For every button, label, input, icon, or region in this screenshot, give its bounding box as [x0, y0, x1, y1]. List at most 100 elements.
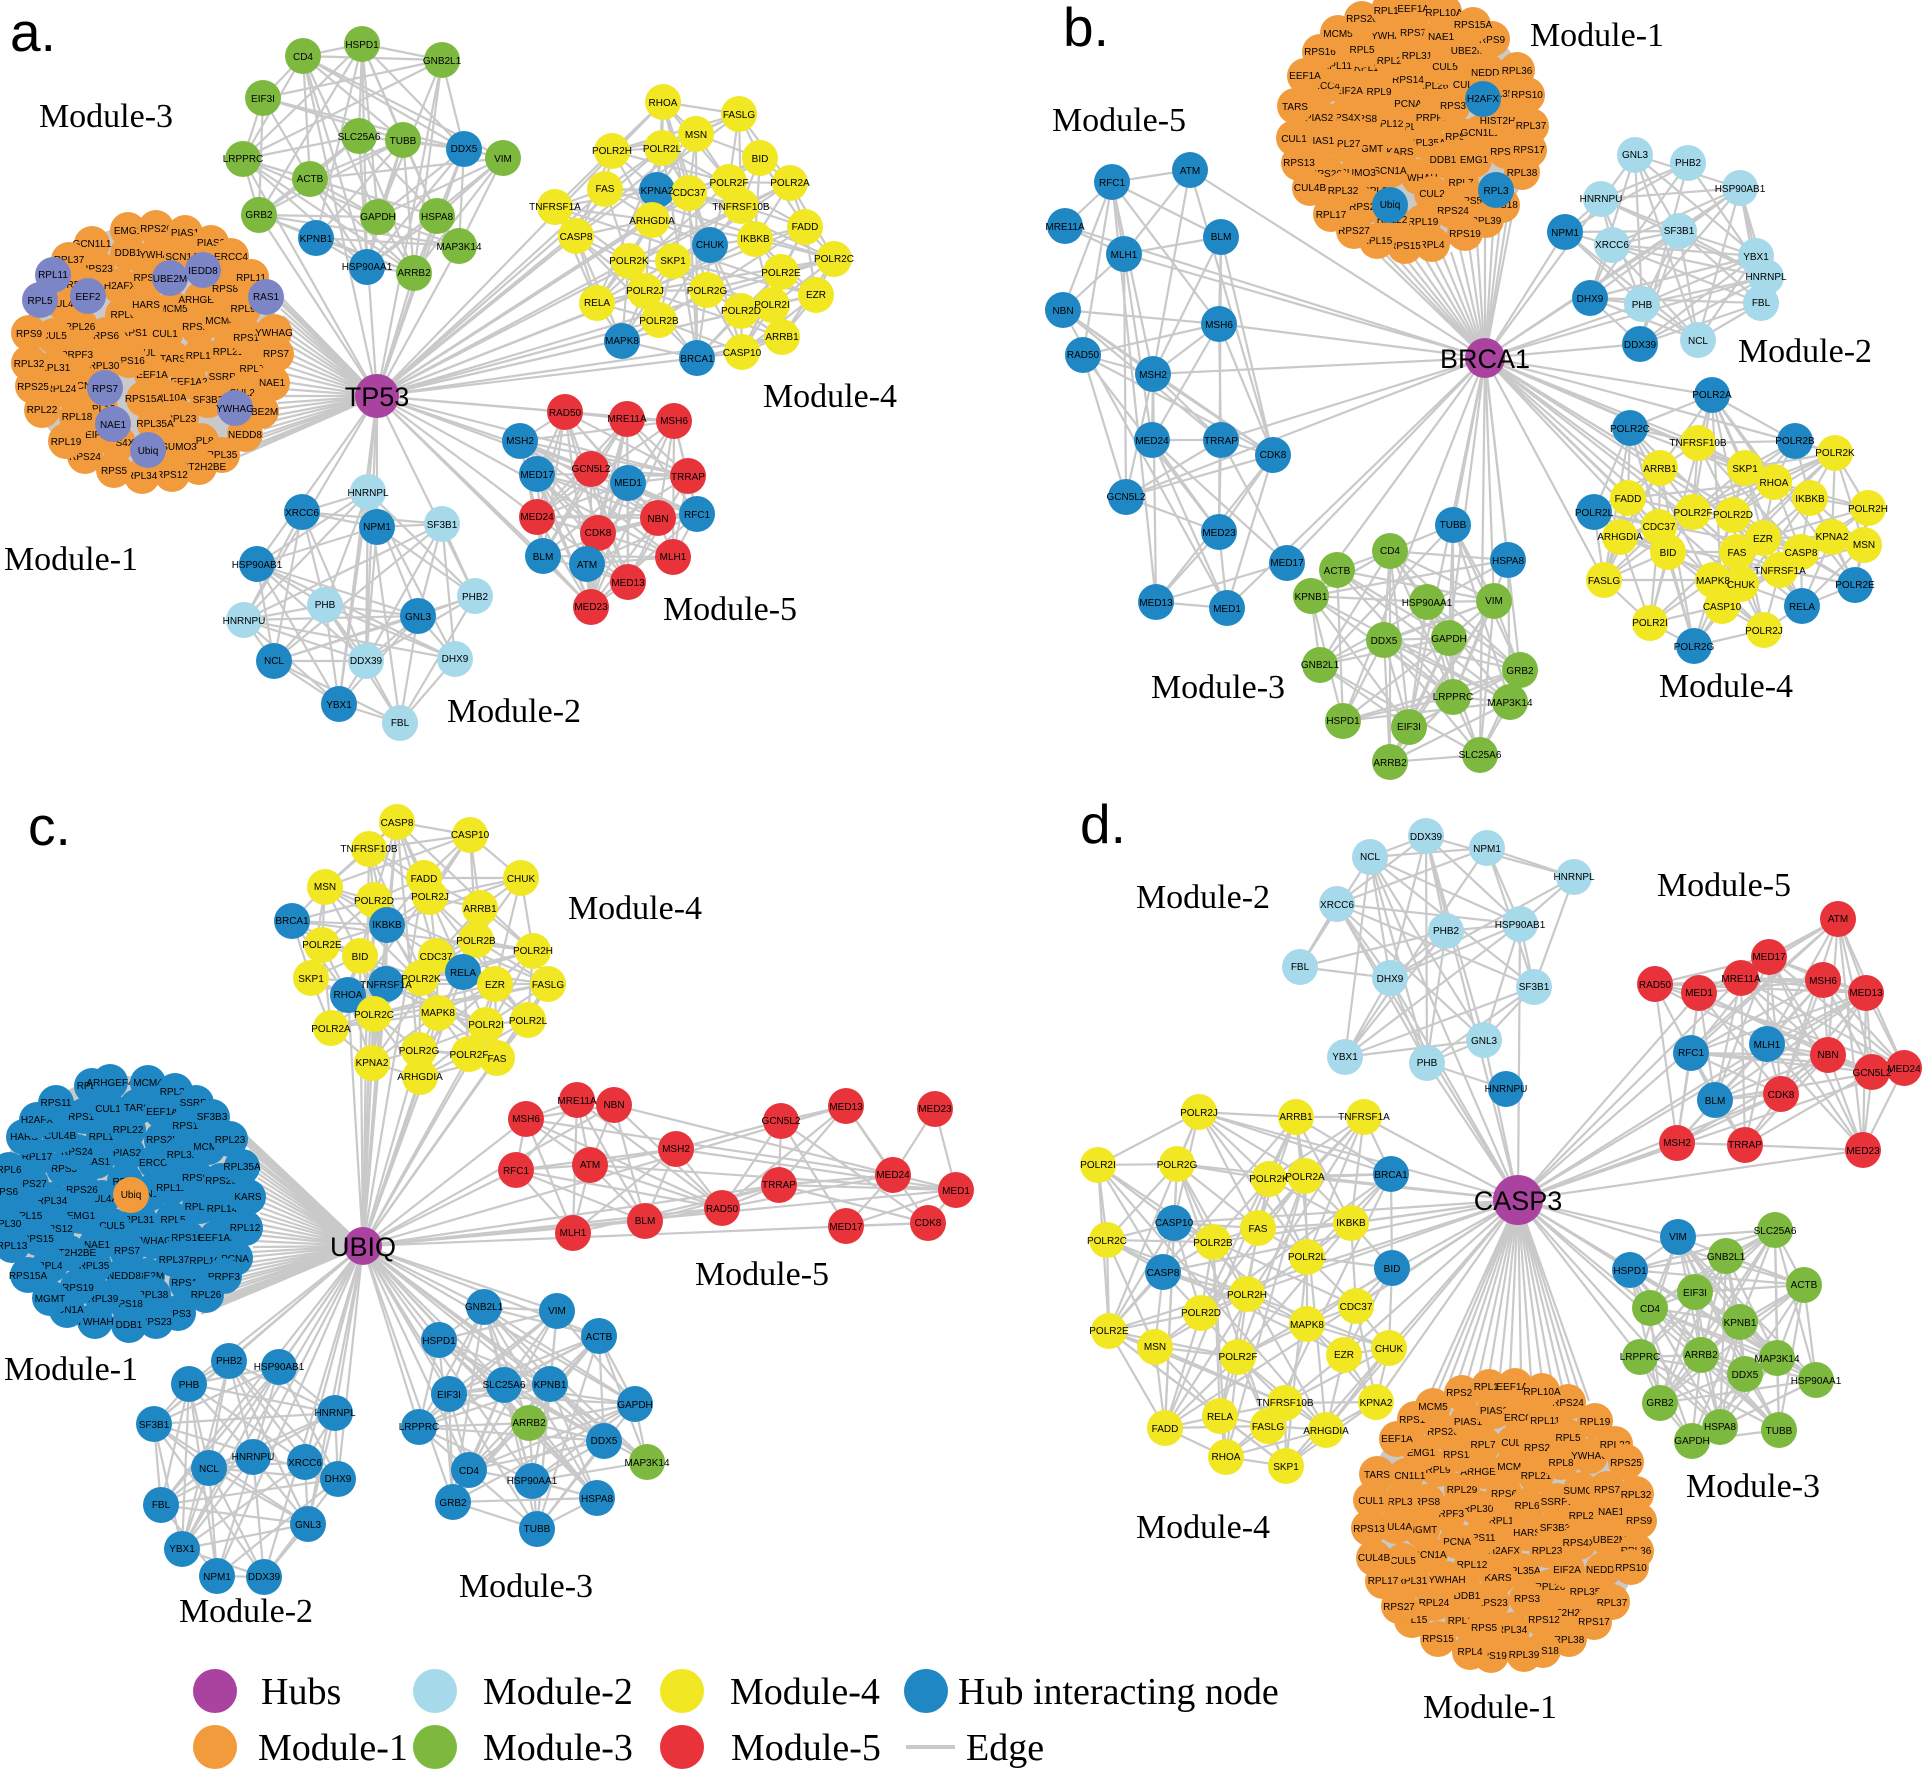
svg-text:MRE11A: MRE11A	[1045, 222, 1085, 233]
svg-text:CUL1: CUL1	[1358, 1496, 1384, 1507]
svg-text:Module-5: Module-5	[663, 591, 797, 628]
svg-text:POLR2A: POLR2A	[1692, 390, 1732, 401]
svg-text:FAS: FAS	[1728, 548, 1747, 559]
svg-text:RPL19: RPL19	[51, 437, 82, 448]
svg-text:RPS19: RPS19	[1449, 229, 1481, 240]
svg-text:POLR2G: POLR2G	[1674, 642, 1715, 653]
svg-text:POLR2B: POLR2B	[639, 316, 679, 327]
svg-text:MED23: MED23	[918, 1104, 952, 1115]
svg-text:POLR2I: POLR2I	[1080, 1160, 1116, 1171]
svg-text:DDX39: DDX39	[1624, 340, 1657, 351]
svg-text:RPL32: RPL32	[1328, 186, 1359, 197]
svg-text:IKBKB: IKBKB	[372, 920, 402, 931]
svg-text:DDX39: DDX39	[248, 1572, 281, 1583]
svg-text:POLR2F: POLR2F	[1219, 1352, 1258, 1363]
svg-text:DDB1: DDB1	[116, 1320, 143, 1331]
svg-text:HNRNPL: HNRNPL	[347, 488, 389, 499]
svg-text:CD4: CD4	[459, 1466, 479, 1477]
svg-text:RPS5: RPS5	[1456, 196, 1483, 207]
svg-text:POLR2I: POLR2I	[754, 300, 790, 311]
svg-text:Module-3: Module-3	[483, 1727, 633, 1769]
svg-text:GAPDH: GAPDH	[617, 1400, 653, 1411]
svg-text:HSPD1: HSPD1	[1613, 1266, 1647, 1277]
svg-text:RPS18: RPS18	[1527, 1646, 1559, 1657]
svg-text:CHUK: CHUK	[507, 874, 536, 885]
svg-text:ACTB: ACTB	[586, 1332, 613, 1343]
svg-text:ARHGDIA: ARHGDIA	[397, 1072, 443, 1083]
svg-text:RPL13: RPL13	[0, 1241, 28, 1252]
svg-text:FADD: FADD	[1615, 494, 1642, 505]
svg-text:MRE11A: MRE11A	[557, 1096, 597, 1107]
svg-text:YWHAG: YWHAG	[1571, 1451, 1609, 1462]
svg-text:POLR2L: POLR2L	[1575, 508, 1614, 519]
svg-text:POLR2H: POLR2H	[1848, 504, 1888, 515]
svg-text:RPL22: RPL22	[113, 1125, 144, 1136]
svg-text:MED13: MED13	[611, 578, 645, 589]
svg-text:CASP3: CASP3	[1474, 1186, 1563, 1216]
svg-text:RPS17: RPS17	[171, 1278, 203, 1289]
svg-text:PIAS1: PIAS1	[1306, 136, 1335, 147]
svg-text:TP53: TP53	[345, 382, 410, 412]
svg-text:HIST2H2BE: HIST2H2BE	[42, 1248, 97, 1259]
svg-text:MED23: MED23	[1846, 1146, 1880, 1157]
svg-text:Module-4: Module-4	[568, 890, 702, 927]
svg-text:RPS20: RPS20	[1346, 14, 1378, 25]
svg-text:ARRB2: ARRB2	[1373, 758, 1407, 769]
svg-text:Module-4: Module-4	[1136, 1509, 1270, 1546]
svg-text:POLR2A: POLR2A	[1285, 1172, 1325, 1183]
svg-text:RPS5: RPS5	[101, 466, 128, 477]
svg-text:ACTB: ACTB	[297, 174, 324, 185]
svg-text:TARS: TARS	[124, 1103, 150, 1114]
svg-text:TUBB: TUBB	[1766, 1426, 1793, 1437]
svg-text:RPL12: RPL12	[230, 1223, 261, 1234]
svg-text:RPS25: RPS25	[146, 1135, 178, 1146]
svg-text:NBN: NBN	[647, 514, 668, 525]
svg-text:CDK8: CDK8	[915, 1218, 942, 1229]
svg-text:NAE1: NAE1	[1598, 1507, 1625, 1518]
svg-text:RPS23: RPS23	[1445, 132, 1477, 143]
svg-text:RPS26: RPS26	[1310, 169, 1342, 180]
svg-text:TNFRSF1A: TNFRSF1A	[360, 980, 412, 991]
svg-text:POLR2I: POLR2I	[468, 1020, 504, 1031]
svg-text:HSP90AA1: HSP90AA1	[342, 262, 393, 273]
svg-text:FBL: FBL	[152, 1500, 171, 1511]
svg-text:CUL5: CUL5	[41, 331, 67, 342]
svg-text:CUL4B: CUL4B	[136, 348, 169, 359]
svg-text:MED23: MED23	[1202, 528, 1236, 539]
svg-text:UBE2M: UBE2M	[130, 1271, 164, 1282]
svg-text:GCN5L2: GCN5L2	[762, 1116, 801, 1127]
svg-text:FASLG: FASLG	[1588, 576, 1620, 587]
svg-text:RPL31: RPL31	[124, 1215, 155, 1226]
svg-text:GRB2: GRB2	[245, 210, 273, 221]
svg-text:RPL11: RPL11	[236, 273, 266, 284]
svg-text:POLR2E: POLR2E	[1835, 580, 1875, 591]
svg-text:RPS27: RPS27	[1338, 226, 1370, 237]
svg-text:MSN: MSN	[685, 130, 707, 141]
svg-text:YWHAG: YWHAG	[255, 328, 293, 339]
svg-text:RPL38: RPL38	[1554, 1635, 1585, 1646]
svg-text:RPL9: RPL9	[230, 304, 255, 315]
svg-text:RPL26: RPL26	[191, 1290, 222, 1301]
svg-text:RPL37: RPL37	[1597, 1598, 1628, 1609]
svg-text:CDC37: CDC37	[420, 952, 453, 963]
svg-text:RPL5: RPL5	[1349, 45, 1374, 56]
svg-text:ACTB: ACTB	[1324, 566, 1351, 577]
svg-text:RPL6: RPL6	[0, 1165, 22, 1176]
svg-text:NEDD8: NEDD8	[107, 1271, 141, 1282]
svg-text:BID: BID	[1384, 1264, 1401, 1275]
svg-text:HIST2H2BE: HIST2H2BE	[172, 462, 227, 473]
svg-text:POLR2L: POLR2L	[1288, 1252, 1327, 1263]
svg-text:HNRNPL: HNRNPL	[1553, 872, 1595, 883]
svg-text:LRPPRC: LRPPRC	[1620, 1352, 1661, 1363]
svg-text:RPS15: RPS15	[1422, 1634, 1454, 1645]
svg-text:Module-3: Module-3	[1686, 1468, 1820, 1505]
svg-text:Module-4: Module-4	[763, 378, 897, 415]
svg-text:TRRAP: TRRAP	[1728, 1140, 1762, 1151]
svg-text:DHX9: DHX9	[442, 654, 469, 665]
svg-text:MCM5: MCM5	[1323, 29, 1353, 40]
svg-text:HSP90AA1: HSP90AA1	[507, 1476, 558, 1487]
svg-text:NPM1: NPM1	[363, 522, 391, 533]
svg-text:RPS24: RPS24	[61, 1147, 93, 1158]
svg-text:RPS25: RPS25	[1610, 1458, 1642, 1469]
svg-text:EIF3I: EIF3I	[1683, 1288, 1707, 1299]
